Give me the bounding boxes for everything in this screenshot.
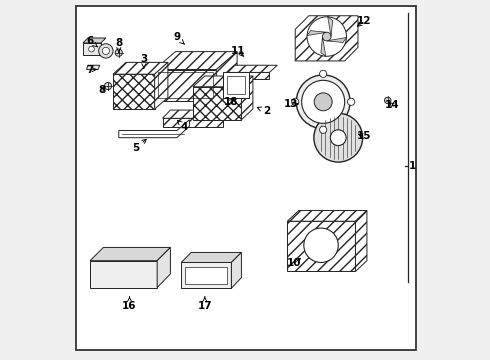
Polygon shape xyxy=(155,69,216,101)
Text: 8: 8 xyxy=(98,85,105,95)
Text: 8: 8 xyxy=(115,38,122,52)
Text: 15: 15 xyxy=(357,131,371,141)
Polygon shape xyxy=(119,120,190,138)
Circle shape xyxy=(104,82,112,90)
Polygon shape xyxy=(287,211,367,221)
Polygon shape xyxy=(327,37,346,42)
Polygon shape xyxy=(226,72,270,79)
Polygon shape xyxy=(223,72,248,98)
Text: 3: 3 xyxy=(140,54,147,68)
Circle shape xyxy=(314,93,332,111)
Polygon shape xyxy=(90,261,157,288)
Polygon shape xyxy=(227,76,245,94)
Text: 13: 13 xyxy=(284,99,298,109)
Text: 16: 16 xyxy=(122,297,137,311)
Polygon shape xyxy=(181,262,231,288)
Polygon shape xyxy=(307,31,327,36)
Polygon shape xyxy=(157,247,171,288)
Polygon shape xyxy=(163,110,231,118)
Polygon shape xyxy=(87,65,100,69)
Polygon shape xyxy=(83,43,101,55)
Polygon shape xyxy=(181,252,242,262)
Text: 17: 17 xyxy=(197,297,212,311)
Polygon shape xyxy=(90,247,171,261)
Polygon shape xyxy=(295,16,358,61)
Polygon shape xyxy=(193,76,253,87)
Text: 5: 5 xyxy=(132,139,147,153)
Circle shape xyxy=(319,70,327,77)
Circle shape xyxy=(307,17,346,56)
Circle shape xyxy=(385,97,391,104)
Text: 9: 9 xyxy=(173,32,184,44)
Circle shape xyxy=(89,46,95,52)
Circle shape xyxy=(302,80,344,123)
Circle shape xyxy=(292,98,299,105)
Polygon shape xyxy=(155,62,168,109)
Circle shape xyxy=(330,130,346,145)
Polygon shape xyxy=(163,118,223,127)
Text: 10: 10 xyxy=(287,258,301,268)
Text: 7: 7 xyxy=(86,64,97,75)
Text: 4: 4 xyxy=(177,120,188,132)
Circle shape xyxy=(319,126,327,134)
Polygon shape xyxy=(328,17,333,37)
Text: 11: 11 xyxy=(231,46,246,56)
Circle shape xyxy=(314,113,363,162)
Circle shape xyxy=(98,44,113,58)
Polygon shape xyxy=(321,37,326,56)
Polygon shape xyxy=(83,38,106,43)
Polygon shape xyxy=(355,211,367,271)
Polygon shape xyxy=(155,51,237,69)
Circle shape xyxy=(115,49,122,56)
Polygon shape xyxy=(242,76,253,120)
Text: 1: 1 xyxy=(409,161,416,171)
Circle shape xyxy=(304,228,338,262)
Circle shape xyxy=(322,32,331,41)
Polygon shape xyxy=(193,87,242,120)
Polygon shape xyxy=(113,62,168,74)
Circle shape xyxy=(102,47,109,54)
Text: 6: 6 xyxy=(86,36,98,47)
Text: 2: 2 xyxy=(257,106,270,116)
Text: 18: 18 xyxy=(223,97,238,107)
Polygon shape xyxy=(113,74,155,109)
Text: 14: 14 xyxy=(385,100,399,110)
Circle shape xyxy=(347,98,355,105)
Polygon shape xyxy=(231,252,242,288)
Polygon shape xyxy=(226,65,277,72)
Text: 12: 12 xyxy=(357,17,371,27)
Polygon shape xyxy=(287,221,355,271)
Polygon shape xyxy=(186,267,227,284)
Circle shape xyxy=(296,75,350,129)
Polygon shape xyxy=(216,51,237,101)
